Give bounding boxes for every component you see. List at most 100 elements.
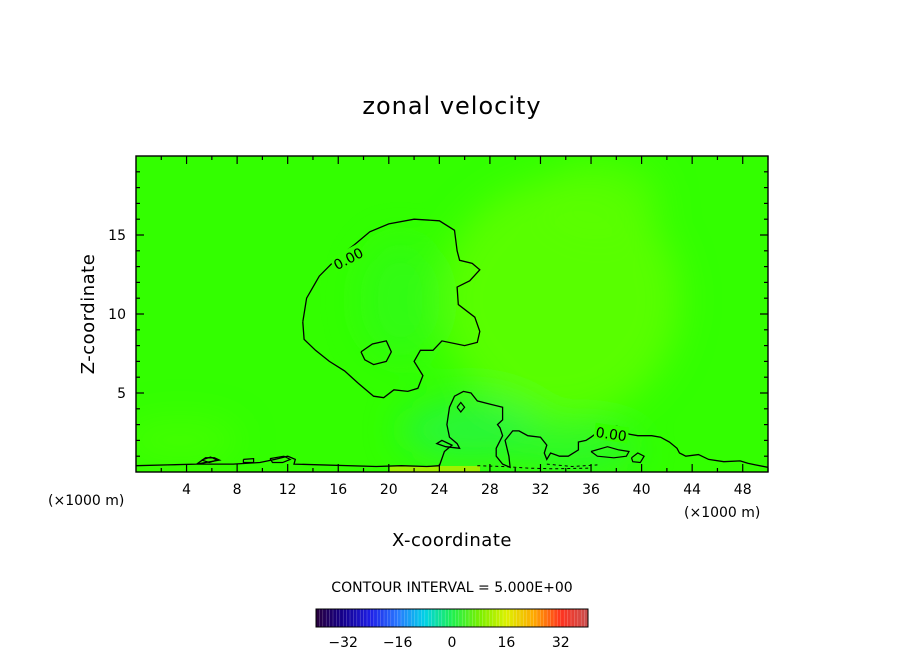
colorbar-swatch <box>418 609 422 627</box>
contour-label: 0.00 <box>595 425 628 445</box>
x-tick-label: 44 <box>683 482 701 498</box>
colorbar-swatch <box>435 609 439 627</box>
colorbar-swatch <box>322 609 327 627</box>
colorbar-swatch <box>523 609 528 627</box>
colorbar-swatch <box>333 609 337 627</box>
y-axis-label: Z-coordinate <box>78 254 99 375</box>
colorbar-tick-label: 0 <box>448 635 457 651</box>
x-unit-left: (×1000 m) <box>48 493 124 509</box>
colorbar-swatch <box>489 609 494 627</box>
x-tick-label: 40 <box>633 482 651 498</box>
colorbar-swatch <box>540 609 545 627</box>
colorbar-swatch <box>547 609 551 627</box>
x-tick-label: 48 <box>734 482 752 498</box>
colorbar-swatch <box>373 609 378 627</box>
y-tick-label: 5 <box>117 386 126 402</box>
contour-interval-text: CONTOUR INTERVAL = 5.000E+00 <box>331 580 572 596</box>
colorbar-swatch <box>486 609 490 627</box>
velocity-field-positive-patch <box>390 466 480 472</box>
colorbar-swatch <box>367 609 371 627</box>
colorbar-swatch <box>584 609 589 627</box>
colorbar-swatch <box>346 609 351 627</box>
colorbar-swatch <box>543 609 548 627</box>
colorbar-swatch <box>492 609 497 627</box>
colorbar-frame <box>315 608 589 628</box>
negative-contour <box>546 463 598 468</box>
colorbar-swatch <box>441 609 446 627</box>
colorbar-swatch <box>482 609 487 627</box>
zero-contour-island <box>360 340 393 366</box>
colorbar-tick-label: 32 <box>552 635 570 651</box>
x-axis-ticks: 4 8 12 16 20 24 28 32 36 40 44 48 <box>160 156 769 498</box>
colorbar-swatch <box>526 609 531 627</box>
chart-title: zonal velocity <box>362 92 541 120</box>
colorbar-swatch <box>424 609 429 627</box>
colorbar-swatch <box>370 609 375 627</box>
x-tick-label: 36 <box>582 482 600 498</box>
colorbar-swatch <box>571 609 575 627</box>
colorbar-swatch <box>326 609 330 627</box>
colorbar-swatch <box>390 609 395 627</box>
colorbar-swatch <box>537 609 541 627</box>
colorbar-tick-labels: −32 −16 0 16 32 <box>328 635 569 651</box>
colorbar-swatch <box>581 609 585 627</box>
colorbar-swatch <box>448 609 453 627</box>
colorbar-swatch <box>438 609 443 627</box>
colorbar-swatch <box>516 609 521 627</box>
colorbar-swatch <box>458 609 463 627</box>
y-tick-label: 15 <box>108 228 126 244</box>
colorbar-swatch <box>567 609 572 627</box>
colorbar-swatch <box>353 609 358 627</box>
colorbar-swatch <box>499 609 504 627</box>
colorbar-swatch <box>350 609 354 627</box>
zero-contour-loop <box>242 457 255 464</box>
x-unit-right: (×1000 m) <box>684 505 760 521</box>
x-tick-label: 12 <box>279 482 297 498</box>
negative-contour <box>477 465 592 470</box>
colorbar-swatch <box>557 609 562 627</box>
colorbar-swatch <box>452 609 456 627</box>
colorbar-swatch <box>431 609 436 627</box>
colorbar-swatch <box>387 609 392 627</box>
zero-contour-loop <box>590 446 630 459</box>
colorbar-swatch <box>445 609 449 627</box>
zero-contour-loop <box>630 452 645 464</box>
colorbar-swatch <box>560 609 565 627</box>
velocity-field-shading <box>136 160 680 470</box>
zero-contour-main <box>302 218 481 399</box>
colorbar-swatch <box>503 609 507 627</box>
contour-lines <box>136 218 768 470</box>
colorbar-swatch <box>380 609 385 627</box>
colorbar-tick-label: −16 <box>383 635 413 651</box>
y-axis-ticks: 5 10 15 <box>108 171 768 457</box>
colorbar-swatch <box>509 609 514 627</box>
y-tick-label: 10 <box>108 307 126 323</box>
colorbar-swatch <box>475 609 480 627</box>
colorbar-swatch <box>455 609 460 627</box>
colorbar-swatch <box>401 609 405 627</box>
colorbar-swatch <box>462 609 466 627</box>
colorbar-swatch <box>397 609 402 627</box>
colorbar-swatch <box>343 609 347 627</box>
x-tick-label: 4 <box>182 482 191 498</box>
colorbar-swatch <box>394 609 398 627</box>
colorbar-swatch <box>465 609 470 627</box>
colorbar-tick-label: 16 <box>497 635 515 651</box>
colorbar-swatch <box>360 609 364 627</box>
x-tick-label: 28 <box>481 482 499 498</box>
colorbar-swatch <box>472 609 477 627</box>
colorbar-swatch <box>384 609 388 627</box>
colorbar-swatch <box>428 609 432 627</box>
colorbar-swatch <box>329 609 334 627</box>
colorbar-swatch <box>550 609 555 627</box>
colorbar-tick-label: −32 <box>328 635 358 651</box>
colorbar-swatch <box>469 609 473 627</box>
colorbar-swatch <box>356 609 361 627</box>
x-tick-label: 32 <box>532 482 550 498</box>
colorbar-swatch <box>404 609 409 627</box>
x-tick-label: 16 <box>329 482 347 498</box>
colorbar-swatch <box>530 609 534 627</box>
colorbar-swatch <box>479 609 483 627</box>
colorbar-swatch <box>421 609 426 627</box>
